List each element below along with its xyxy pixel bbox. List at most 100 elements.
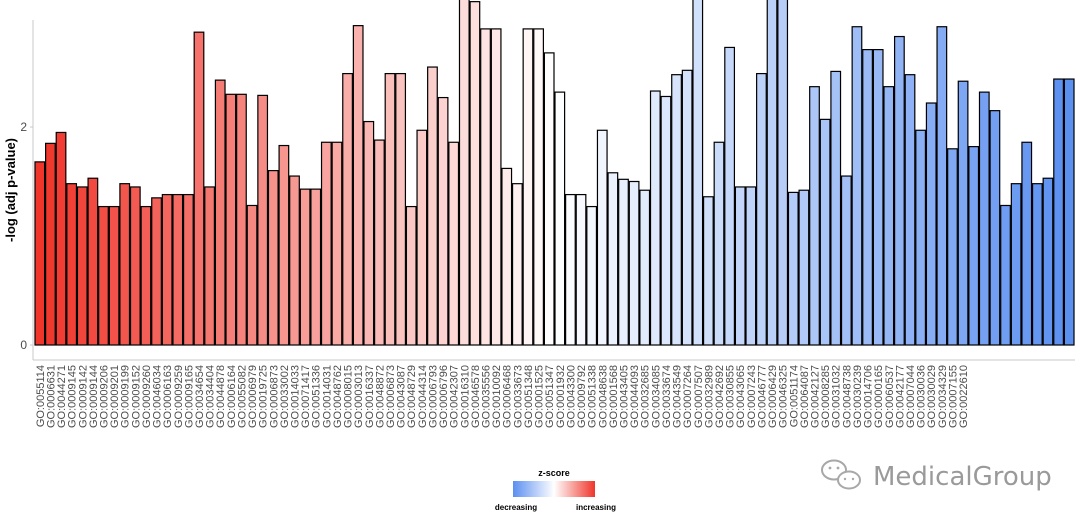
x-tick-label: GO:0006468 [502, 365, 514, 428]
x-tick-label: GO:0046325 [778, 365, 790, 428]
bar [554, 91, 566, 346]
x-tick-label: GO:0060537 [884, 365, 896, 428]
x-tick-label: GO:0071417 [300, 365, 312, 428]
bar [236, 93, 247, 346]
x-tick-label: GO:0009260 [141, 365, 153, 428]
x-tick-label: GO:0009142 [77, 365, 89, 428]
bar [1021, 141, 1033, 346]
x-tick-label: GO:0046777 [756, 365, 768, 428]
x-tick-label: GO:0051174 [788, 365, 800, 427]
bar [872, 49, 884, 346]
x-tick-label: GO:0048872 [374, 365, 386, 428]
bar [416, 129, 428, 346]
bar [161, 193, 173, 346]
bar [724, 46, 736, 346]
bar [851, 26, 863, 346]
bar [628, 180, 640, 346]
bar [511, 183, 523, 346]
x-tick-label: GO:0043087 [396, 365, 408, 428]
x-tick-label: GO:0014706 [863, 365, 875, 428]
x-tick-label: GO:0048738 [841, 365, 853, 428]
x-tick-label: GO:0006164 [226, 365, 238, 428]
x-ticks: GO:0055114GO:0006631GO:0044271GO:0009145… [35, 365, 970, 428]
bar [172, 193, 184, 346]
bar [893, 35, 905, 346]
x-tick-label: GO:0044314 [417, 365, 429, 428]
bar [639, 189, 651, 346]
bar [437, 96, 449, 346]
bar [384, 72, 396, 346]
bar [76, 186, 88, 346]
bar [522, 28, 534, 346]
bar [373, 139, 385, 346]
bar [543, 52, 555, 346]
x-tick-label: GO:0051347 [544, 365, 556, 428]
legend: z-score decreasing increasing [495, 468, 616, 512]
x-tick-label: GO:0032685 [640, 365, 652, 428]
bar [883, 86, 895, 346]
bar [395, 72, 407, 346]
x-tick-label: GO:0001932 [555, 365, 567, 428]
bar [618, 178, 629, 346]
bar [45, 142, 56, 346]
x-tick-label: GO:0009259 [173, 365, 185, 428]
x-tick-label: GO:0009165 [183, 365, 195, 428]
x-tick-label: GO:0001568 [608, 365, 620, 428]
legend-title: z-score [538, 468, 570, 478]
x-tick-label: GO:0007243 [746, 365, 758, 428]
bar [246, 204, 258, 346]
bar [671, 74, 682, 346]
bar [55, 131, 67, 346]
bar [702, 196, 714, 346]
x-tick-label: GO:0043405 [618, 365, 630, 428]
x-tick-label: GO:0014031 [321, 365, 333, 428]
bar [310, 188, 322, 346]
watermark: MedicalGroup [821, 459, 1052, 492]
x-tick-label: GO:0010092 [491, 365, 503, 428]
x-tick-label: GO:0006796 [438, 365, 450, 428]
x-tick-label: GO:0008015 [343, 365, 355, 428]
bar [458, 0, 470, 346]
bar [936, 26, 948, 346]
x-tick-label: GO:0007044 [905, 365, 917, 428]
x-tick-label: GO:0022610 [958, 365, 970, 428]
bar [87, 177, 99, 346]
x-tick-label: GO:0043065 [735, 365, 747, 428]
x-tick-label: GO:0048638 [597, 365, 609, 428]
x-tick-label: GO:0044271 [56, 365, 68, 428]
x-tick-label: GO:0006163 [162, 365, 174, 428]
x-tick-label: GO:0019725 [258, 365, 270, 428]
x-tick-label: GO:0030855 [725, 365, 737, 428]
x-tick-label: GO:0006631 [45, 365, 57, 428]
x-tick-label: GO:0042177 [894, 365, 906, 428]
y-ticks: 024 [20, 120, 33, 352]
bar [947, 148, 958, 346]
bar [565, 193, 576, 346]
x-tick-label: GO:0034654 [194, 365, 206, 428]
bar [1042, 177, 1054, 346]
bar [363, 120, 375, 346]
x-tick-label: GO:0030029 [926, 365, 938, 428]
x-tick-label: GO:0042692 [714, 365, 726, 428]
x-tick-label: GO:0009206 [98, 365, 110, 428]
bar [1053, 78, 1064, 346]
bar [840, 175, 852, 346]
bar [766, 0, 778, 346]
bar [140, 205, 152, 346]
x-tick-label: GO:0014033 [290, 365, 302, 428]
x-tick-label: GO:0007507 [693, 365, 705, 428]
y-tick-label: 0 [20, 338, 27, 352]
x-tick-label: GO:0051338 [587, 365, 599, 428]
bar [692, 0, 704, 346]
bar [119, 183, 131, 346]
bar [660, 95, 672, 346]
bar [299, 188, 311, 346]
bar [289, 175, 300, 346]
x-tick-label: GO:0006793 [427, 365, 439, 428]
x-tick-label: GO:0030239 [852, 365, 864, 428]
x-tick-label: GO:0001525 [534, 365, 546, 428]
x-tick-label: GO:0006979 [247, 365, 259, 428]
x-tick-label: GO:0009144 [88, 365, 100, 428]
bar [34, 161, 46, 346]
